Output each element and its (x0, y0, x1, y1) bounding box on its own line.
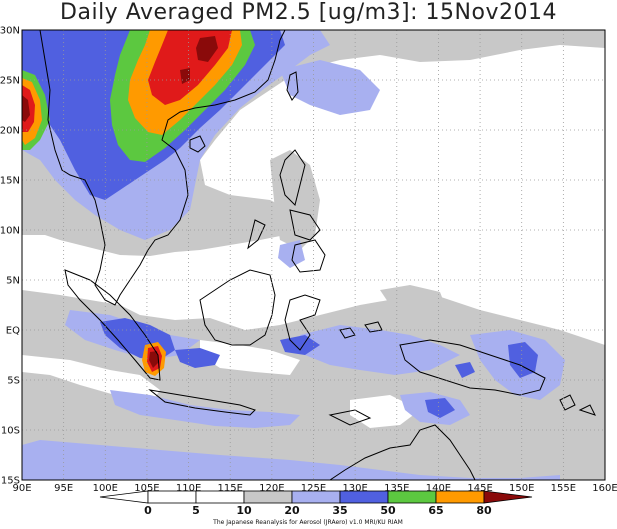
coastline-mindanao (291, 239, 326, 273)
lon-label: 140E (426, 483, 451, 494)
darkred-region (196, 36, 218, 62)
blue-region-seram (455, 362, 475, 378)
blue-region-coral (425, 398, 455, 418)
credit-text: The Japanese Reanalysis for Aerosol (JRA… (212, 519, 403, 526)
lat-label: 30N (0, 26, 20, 37)
colorbar-tick-label: 20 (284, 504, 300, 517)
darkred-region-west (22, 95, 30, 122)
coastline-luzon (279, 149, 306, 206)
latitude-labels: 30N 25N 20N 15N 10N 5N EQ 5S 10S 15S (0, 26, 20, 487)
coastline-sumatra (64, 269, 161, 381)
concentration-field (22, 30, 605, 480)
coastline-visayas (289, 209, 321, 241)
lon-label: 120E (259, 483, 284, 494)
colorbar: 0 5 10 20 35 50 65 80 (99, 490, 533, 517)
blue-region-png (508, 342, 538, 378)
gray-region-islands (270, 150, 320, 250)
lat-label: 10N (0, 226, 20, 237)
colorbar-tick-label: 0 (144, 504, 152, 517)
lon-label: 105E (134, 483, 159, 494)
white-gap-central (200, 340, 300, 375)
coastline-hainan (189, 135, 206, 153)
lon-label: 130E (342, 483, 367, 494)
coastline-palawan (247, 219, 266, 250)
gray-region-east (380, 285, 445, 310)
lon-label: 150E (509, 483, 534, 494)
blue-region-java (175, 348, 220, 368)
darkred-region-sumatra (149, 351, 159, 368)
colorbar-segment (243, 490, 293, 504)
colorbar-segment (195, 490, 245, 504)
lat-label: EQ (6, 326, 20, 337)
coastline-mainland (39, 30, 286, 306)
coastline-timor (328, 409, 372, 426)
lightblue-region-borneo (278, 240, 305, 268)
lon-label: 155E (551, 483, 576, 494)
colorbar-segment (435, 490, 485, 504)
lon-label: 90E (12, 483, 31, 494)
lon-label: 145E (467, 483, 492, 494)
colorbar-high-arrow (483, 490, 533, 504)
lon-label: 135E (384, 483, 409, 494)
lat-label: 15S (1, 476, 20, 487)
coastline-australia (329, 424, 476, 480)
coastline-taiwan (286, 71, 299, 101)
lat-label: 20N (0, 126, 20, 137)
coastline-java (148, 389, 256, 416)
colorbar-tick-label: 50 (380, 504, 396, 517)
colorbar-tick-label: 35 (332, 504, 347, 517)
grid-lines (22, 30, 605, 480)
colorbar-tick-label: 65 (428, 504, 443, 517)
coastline-small-islands-4 (578, 404, 596, 416)
lon-label: 95E (54, 483, 73, 494)
lon-label: 125E (301, 483, 326, 494)
colorbar-segment (147, 490, 197, 504)
lon-label: 100E (93, 483, 118, 494)
colorbar-segment (387, 490, 437, 504)
lon-label: 160E (592, 483, 617, 494)
white-gap-east (350, 395, 420, 428)
lat-label: 5S (7, 376, 20, 387)
coastline-sulawesi (284, 294, 321, 351)
colorbar-segment (291, 490, 341, 504)
lat-label: 15N (0, 176, 20, 187)
longitude-labels: 90E 95E 100E 105E 110E 115E 120E 125E 130E 135E 14… (12, 483, 617, 494)
colorbar-tick-label: 80 (476, 504, 492, 517)
colorbar-tick-label: 5 (192, 504, 200, 517)
lon-label: 110E (176, 483, 201, 494)
lat-label: 5N (6, 276, 20, 287)
map-frame (21, 29, 606, 481)
colorbar-tick-label: 10 (236, 504, 252, 517)
page-title: Daily Averaged PM2.5 [ug/m3]: 15Nov2014 (60, 0, 557, 25)
lightblue-region-south (22, 440, 560, 480)
lightblue-region-pacific (280, 60, 380, 115)
coastline-newguinea (399, 339, 546, 396)
colorbar-segment (339, 490, 389, 504)
lat-label: 10S (1, 426, 20, 437)
lon-label: 115E (218, 483, 243, 494)
lat-label: 25N (0, 76, 20, 87)
lightblue-region-banda (300, 325, 460, 375)
